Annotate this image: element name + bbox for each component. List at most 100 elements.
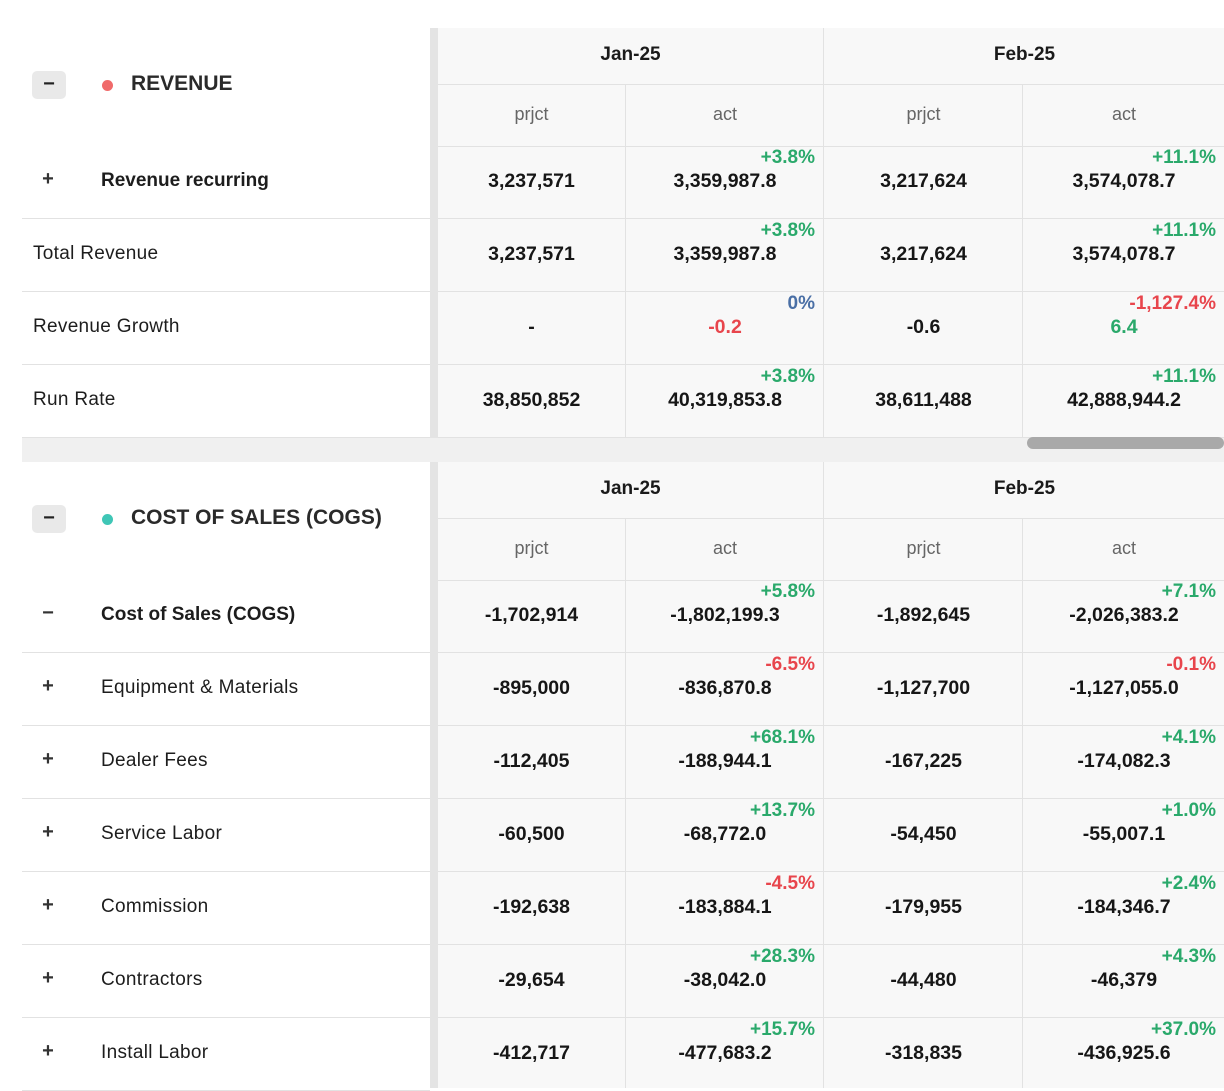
table-cell[interactable]: -1,702,914 [438,580,625,652]
row-label-cell: Total Revenue [22,219,430,292]
table-cell[interactable]: -112,405 [438,726,625,798]
month-header-row: Jan-25 Feb-25 [438,28,1224,85]
sub-header-act: act [1022,84,1224,146]
horizontal-scrollbar[interactable] [1027,437,1224,449]
table-cell[interactable]: 38,850,852 [438,365,625,437]
table-cell[interactable]: +11.1% 42,888,944.2 [1022,365,1224,437]
table-cell[interactable]: 3,237,571 [438,146,625,218]
row-label-cell: + Install Labor [22,1018,430,1091]
table-cell[interactable]: 38,611,488 [823,365,1023,437]
cell-value: 3,237,571 [488,243,575,265]
variance-percent: +4.1% [1161,727,1216,748]
expand-row-button[interactable]: + [42,967,54,989]
revenue-row-labels: − REVENUE + Revenue recurring Total Revenu… [22,28,430,438]
variance-percent: +2.4% [1161,873,1216,894]
revenue-data-rows: 3,237,571 +3.8% 3,359,987.8 3,217,624 +11.1%… [438,146,1224,438]
table-cell[interactable]: +3.8% 40,319,853.8 [625,365,824,437]
table-cell[interactable]: -44,480 [823,945,1023,1017]
table-cell[interactable]: -54,450 [823,799,1023,871]
table-cell[interactable]: -60,500 [438,799,625,871]
collapse-row-button[interactable]: − [42,602,54,624]
cell-value: 6.4 [1110,316,1138,338]
table-row: 3,237,571 +3.8% 3,359,987.8 3,217,624 +11.1%… [438,146,1224,219]
table-cell[interactable]: -4.5% -183,884.1 [625,872,824,944]
table-row: -1,702,914 +5.8% -1,802,199.3 -1,892,645 +7.… [438,580,1224,653]
table-cell[interactable]: +5.8% -1,802,199.3 [625,580,824,652]
table-cell[interactable]: +37.0% -436,925.6 [1022,1018,1224,1088]
table-cell[interactable]: -895,000 [438,653,625,725]
table-cell[interactable]: 3,217,624 [823,146,1023,218]
table-cell[interactable]: +2.4% -184,346.7 [1022,872,1224,944]
table-cell[interactable]: -29,654 [438,945,625,1017]
cell-value: -184,346.7 [1077,896,1171,918]
table-cell[interactable]: +7.1% -2,026,383.2 [1022,580,1224,652]
expand-row-button[interactable]: + [42,1040,54,1062]
variance-percent: +7.1% [1161,581,1216,602]
table-cell[interactable]: -0.6 [823,292,1023,364]
table-cell[interactable]: +3.8% 3,359,987.8 [625,219,824,291]
table-cell[interactable]: -179,955 [823,872,1023,944]
row-label-cell: + Equipment & Materials [22,653,430,726]
variance-percent: +11.1% [1152,366,1216,387]
cell-value: -183,884.1 [678,896,772,918]
cell-value: 3,217,624 [880,243,967,265]
table-cell[interactable]: 3,217,624 [823,219,1023,291]
table-cell[interactable]: +3.8% 3,359,987.8 [625,146,824,218]
row-label-cell: + Revenue recurring [22,146,430,219]
row-label-cell: Revenue Growth [22,292,430,365]
expand-row-button[interactable]: + [42,168,54,190]
row-label-cell: + Commission [22,872,430,945]
table-row: 3,237,571 +3.8% 3,359,987.8 3,217,624 +11.1%… [438,219,1224,292]
table-cell[interactable]: -167,225 [823,726,1023,798]
table-cell[interactable]: +1.0% -55,007.1 [1022,799,1224,871]
expand-row-button[interactable]: + [42,748,54,770]
cogs-section: − COST OF SALES (COGS) − Cost of Sales (C… [22,462,1224,1091]
row-label: Total Revenue [33,243,159,264]
table-cell[interactable]: +15.7% -477,683.2 [625,1018,824,1088]
table-cell[interactable]: -412,717 [438,1018,625,1088]
cell-value: -167,225 [885,750,962,772]
table-cell[interactable]: -1,127.4% 6.4 [1022,292,1224,364]
table-cell[interactable]: -192,638 [438,872,625,944]
table-cell[interactable]: - [438,292,625,364]
expand-row-button[interactable]: + [42,675,54,697]
cell-value: 38,850,852 [482,389,581,411]
cell-value: 3,237,571 [488,170,575,192]
variance-percent: +68.1% [750,727,815,748]
table-cell[interactable]: +4.3% -46,379 [1022,945,1224,1017]
table-cell[interactable]: +13.7% -68,772.0 [625,799,824,871]
table-cell[interactable]: +4.1% -174,082.3 [1022,726,1224,798]
table-cell[interactable]: -6.5% -836,870.8 [625,653,824,725]
table-cell[interactable]: 0% -0.2 [625,292,824,364]
variance-percent: +5.8% [760,581,815,602]
variance-percent: -6.5% [765,654,815,675]
revenue-label-rows: + Revenue recurring Total Revenue Revenue G… [22,146,430,438]
variance-percent: +3.8% [760,220,815,241]
cogs-data-grid: Jan-25 Feb-25 prjct act prjct act -1,702… [438,462,1224,1088]
table-cell[interactable]: +11.1% 3,574,078.7 [1022,219,1224,291]
table-cell[interactable]: -1,127,700 [823,653,1023,725]
table-cell[interactable]: -0.1% -1,127,055.0 [1022,653,1224,725]
sub-header-row: prjct act prjct act [438,518,1224,581]
table-cell[interactable]: -318,835 [823,1018,1023,1088]
expand-row-button[interactable]: + [42,821,54,843]
expand-row-button[interactable]: + [42,894,54,916]
table-cell[interactable]: 3,237,571 [438,219,625,291]
table-cell[interactable]: +68.1% -188,944.1 [625,726,824,798]
variance-percent: +3.8% [760,147,815,168]
revenue-collapse-button[interactable]: − [32,71,66,99]
table-row: -412,717 +15.7% -477,683.2 -318,835 +37.0% -4… [438,1018,1224,1088]
row-label: Run Rate [33,389,116,410]
table-cell[interactable]: +11.1% 3,574,078.7 [1022,146,1224,218]
cogs-collapse-button[interactable]: − [32,505,66,533]
table-cell[interactable]: +28.3% -38,042.0 [625,945,824,1017]
cell-value: -179,955 [885,896,962,918]
cell-value: 3,359,987.8 [673,170,777,192]
revenue-color-dot [102,80,113,91]
row-label-cell: − Cost of Sales (COGS) [22,580,430,653]
table-cell[interactable]: -1,892,645 [823,580,1023,652]
variance-percent: -4.5% [765,873,815,894]
sub-header-prjct: prjct [514,538,549,558]
row-label: Install Labor [101,1042,209,1063]
cell-value: -436,925.6 [1077,1042,1171,1064]
